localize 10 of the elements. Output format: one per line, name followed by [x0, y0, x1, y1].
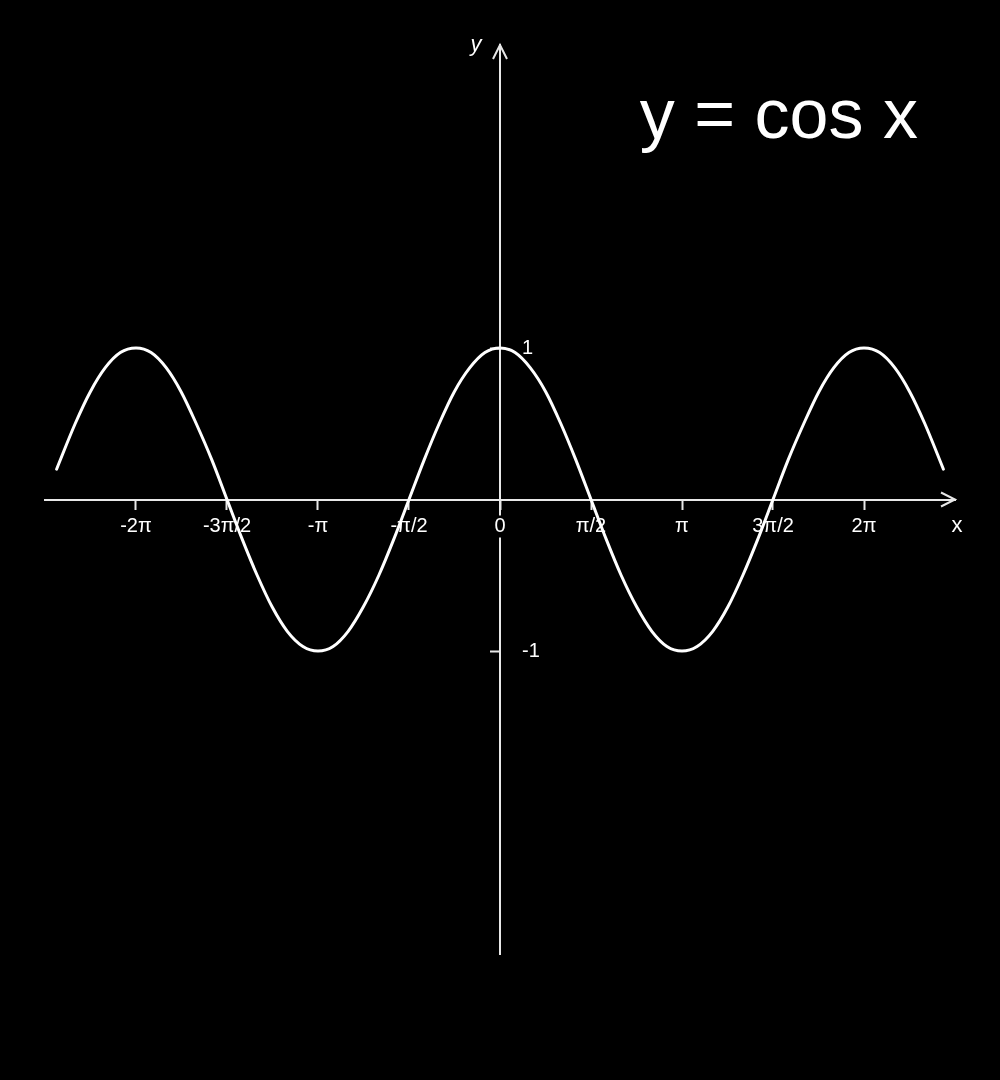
chart-title: y = cos x: [639, 75, 918, 153]
x-axis-title: x: [951, 511, 963, 537]
x-tick-label: 0: [494, 514, 506, 537]
y-axis-title: y: [468, 31, 484, 57]
x-tick-label: 2π: [851, 514, 877, 537]
x-tick-label: -2π: [120, 514, 152, 537]
y-tick-label: 1: [522, 335, 534, 358]
y-tick-label: -1: [522, 638, 540, 661]
x-tick-label: π: [675, 514, 689, 537]
x-tick-label: -π: [307, 514, 329, 537]
